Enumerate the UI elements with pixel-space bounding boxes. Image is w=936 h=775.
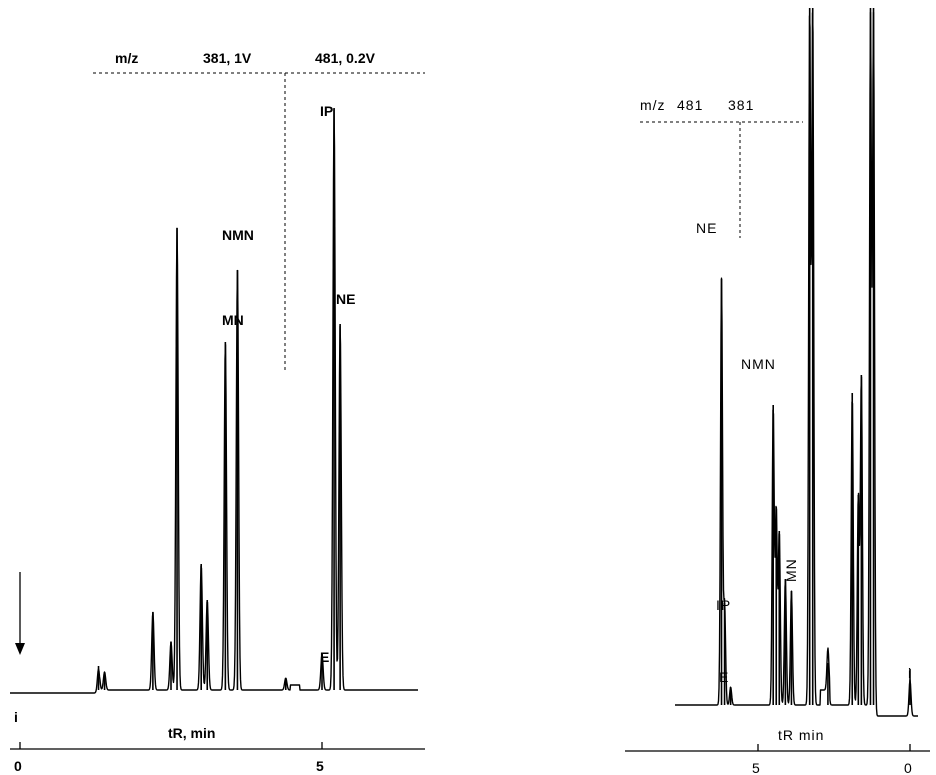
left-tick-label-0: 0 [14, 758, 22, 774]
right-injection-marker: i [908, 665, 912, 681]
left-x-axis-label: tR, min [168, 725, 215, 741]
left-trace-group [9, 108, 419, 694]
right-peak-label-ip: IP [716, 597, 731, 613]
right-peak-label-e: E [719, 669, 729, 685]
right-trace-line [674, 11, 919, 717]
left-injection-arrow-head [15, 643, 25, 655]
left-trace-line [9, 108, 419, 694]
right-peak-label-mn: MN [783, 558, 799, 582]
left-peak-label-nmn: NMN [222, 227, 254, 243]
left-peak-label-ip: IP [320, 103, 333, 119]
right-peak-label-nmn: NMN [741, 356, 776, 372]
left-injection-marker: i [14, 709, 18, 725]
left-channel-a: 381, 1V [203, 50, 252, 66]
left-peak-label-e: E [320, 649, 329, 665]
left-peak-label-mn: MN [222, 312, 244, 328]
right-tick-label-0: 0 [904, 760, 913, 775]
right-x-axis-label: tR min [778, 727, 824, 743]
right-trace-group [674, 8, 919, 717]
left-peak-label-ne: NE [336, 291, 355, 307]
left-tick-label-5: 5 [316, 758, 324, 774]
right-channel-b: 381 [728, 97, 754, 113]
right-tick-label-5: 5 [752, 760, 761, 775]
left-chromatogram: m/z 381, 1V 481, 0.2V i MN NMN IP NE E 0… [9, 50, 425, 774]
right-chromatogram: m/z 481 381 NE IP E NMN MN i 5 0 tR min [625, 8, 930, 775]
right-channel-a: 481 [677, 97, 703, 113]
left-mz-prefix: m/z [115, 50, 138, 66]
right-mz-prefix: m/z [640, 97, 666, 113]
right-peak-label-ne: NE [696, 220, 717, 236]
left-channel-b: 481, 0.2V [315, 50, 376, 66]
